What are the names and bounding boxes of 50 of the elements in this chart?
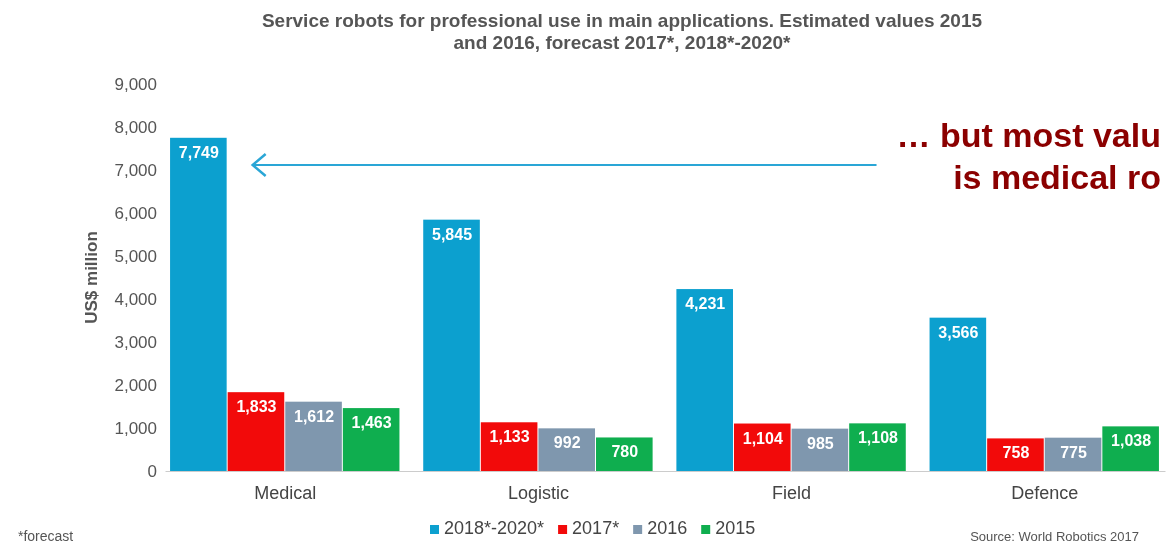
data-label: 1,133 [489, 428, 530, 446]
bar [285, 401, 342, 471]
data-label: 985 [807, 434, 834, 452]
y-tick-label: 9,000 [114, 74, 157, 94]
annotation: … but most valu is medical ro [896, 116, 1161, 196]
bar [596, 437, 653, 471]
y-tick-label: 7,000 [114, 160, 157, 180]
data-label: 758 [1002, 444, 1030, 462]
bar [538, 428, 596, 471]
data-label: 4,231 [685, 295, 726, 313]
y-tick-label: 3,000 [114, 332, 157, 352]
bar [342, 408, 400, 471]
data-label: 1,038 [1111, 432, 1152, 450]
data-label: 3,566 [938, 323, 979, 341]
x-tick-label: Field [772, 483, 812, 504]
bar [849, 423, 906, 471]
data-label: 7,749 [178, 143, 219, 161]
y-tick-label: 6,000 [114, 203, 157, 223]
legend-label: 2015 [715, 518, 756, 538]
data-label: 1,104 [742, 429, 783, 447]
y-tick-label: 1,000 [114, 418, 157, 438]
data-label: 1,108 [857, 429, 899, 447]
x-tick-label: Medical [254, 483, 317, 504]
data-label: 5,845 [432, 225, 473, 243]
y-tick-label: 4,000 [114, 289, 157, 309]
bar [929, 317, 987, 471]
legend-label: 2016 [647, 518, 688, 538]
data-label: 1,463 [351, 414, 392, 432]
y-tick-label: 8,000 [114, 117, 157, 137]
data-label: 1,612 [294, 407, 335, 425]
y-tick-label: 0 [147, 461, 157, 481]
x-tick-label: Logistic [507, 483, 569, 504]
data-label: 1,833 [236, 398, 277, 416]
bar [170, 137, 227, 471]
text: *forecast [18, 528, 74, 544]
x-tick-label: Defence [1011, 483, 1079, 504]
legend-label: 2018*-2020* [444, 518, 545, 538]
bar [423, 219, 480, 471]
data-label: 775 [1060, 443, 1087, 461]
y-tick-label: 5,000 [114, 246, 157, 266]
y-tick-label: 2,000 [114, 375, 157, 395]
bar [987, 438, 1044, 471]
data-label: 780 [611, 443, 639, 461]
source-note: Source: World Robotics 2017 [970, 529, 1139, 544]
y-axis-title: US$ million [82, 231, 101, 324]
bar [676, 289, 733, 471]
legend-label: 2017* [572, 518, 620, 538]
data-label: 992 [553, 434, 581, 452]
bar [227, 392, 285, 471]
chart-title: Service robots for professional use in main applications. Estimated values 2015 and 2016, forecast 2017*, 2018*-2020* [261, 10, 983, 53]
